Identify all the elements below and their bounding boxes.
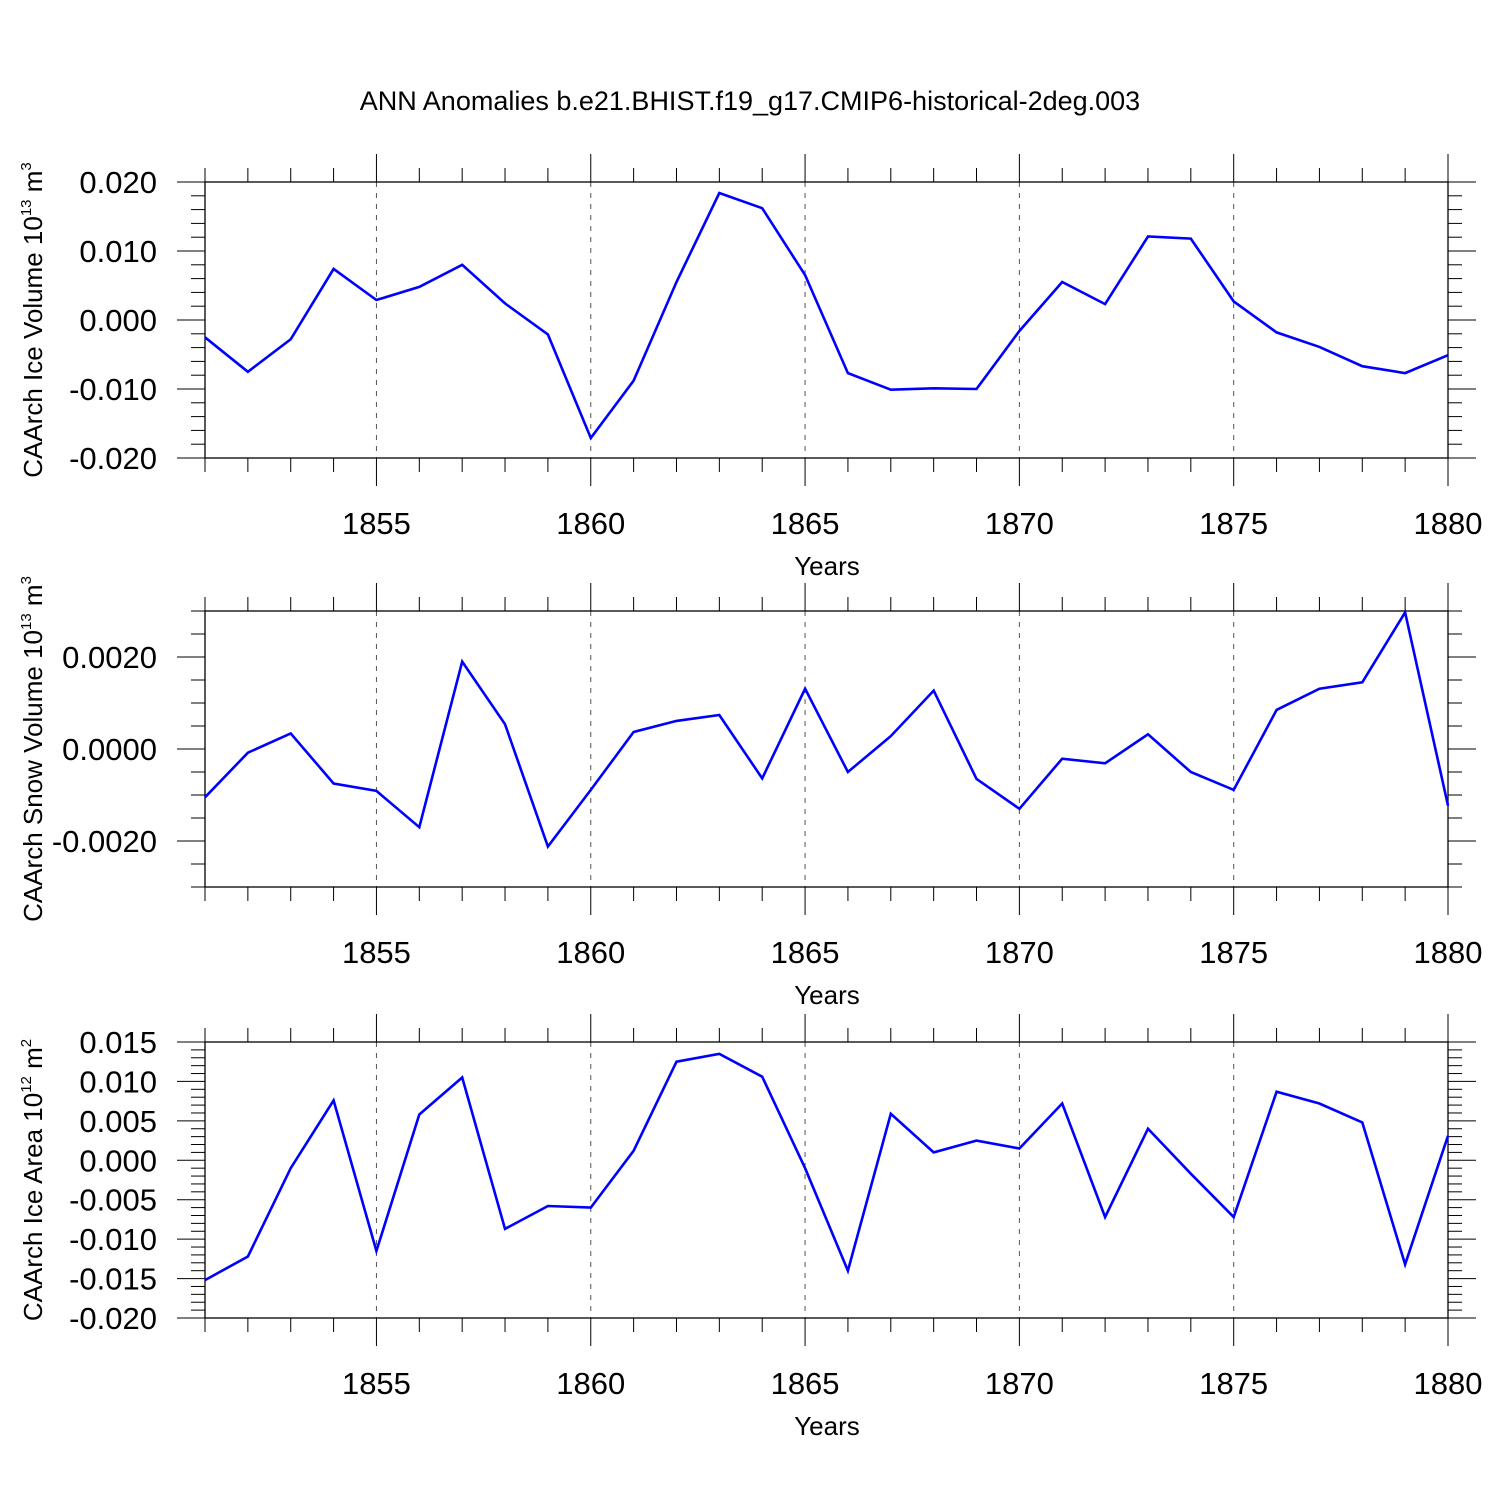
y-axis-label-superscript: 12 <box>18 1076 35 1093</box>
y-tick-label: 0.010 <box>79 234 157 269</box>
x-tick-label: 1875 <box>1199 1366 1268 1401</box>
y-axis-label-text: m <box>18 171 48 200</box>
y-axis-label: CAArch Snow Volume 1013 m3 <box>18 576 48 922</box>
panel-1: 1855 1860 1865 1870 1875 1880 0.020 0.010 0.000 -… <box>18 154 1482 581</box>
x-tick-label: 1870 <box>985 1366 1054 1401</box>
y-axis-label-text: CAArch Ice Area 10 <box>18 1093 48 1321</box>
y-tick-label: 0.005 <box>79 1104 157 1139</box>
plot-frame <box>204 1041 1449 1319</box>
x-tick-label: 1875 <box>1199 935 1268 970</box>
y-tick-label: -0.010 <box>69 1222 157 1257</box>
x-tick-label: 1875 <box>1199 506 1268 541</box>
x-axis-label: Years <box>794 1411 860 1441</box>
series-line-caarch-ice-area <box>204 1052 1450 1282</box>
y-tick-label: 0.010 <box>79 1064 157 1099</box>
x-tick-label: 1855 <box>342 1366 411 1401</box>
y-tick-label: -0.015 <box>69 1262 157 1297</box>
y-tick-label: -0.020 <box>69 1301 157 1336</box>
y-tick-label: 0.0000 <box>62 732 157 767</box>
x-tick-label: 1880 <box>1414 506 1483 541</box>
x-tick-label: 1860 <box>556 1366 625 1401</box>
x-tick-label: 1870 <box>985 506 1054 541</box>
y-axis-label-superscript: 13 <box>18 613 35 630</box>
y-axis-label-text: m <box>18 584 48 613</box>
y-axis-label-text: CAArch Ice Volume 10 <box>18 216 48 478</box>
x-tick-label: 1865 <box>771 506 840 541</box>
x-tick-label: 1880 <box>1414 935 1483 970</box>
panel-2: 1855 1860 1865 1870 1875 1880 0.0020 0.0000 -0.0… <box>18 576 1482 1010</box>
y-axis-label-text: CAArch Snow Volume 10 <box>18 630 48 922</box>
x-tick-label: 1860 <box>556 935 625 970</box>
x-axis-label: Years <box>794 980 860 1010</box>
x-tick-label: 1880 <box>1414 1366 1483 1401</box>
x-tick-label: 1870 <box>985 935 1054 970</box>
y-tick-label: 0.0020 <box>62 640 157 675</box>
series-line-caarch-snow-volume <box>204 608 1450 850</box>
y-tick-label: 0.020 <box>79 165 157 200</box>
figure-title: ANN Anomalies b.e21.BHIST.f19_g17.CMIP6-… <box>360 86 1140 116</box>
panels: 1855 1860 1865 1870 1875 1880 0.020 0.010 0.000 -… <box>18 154 1482 1441</box>
y-axis-label-text: m <box>18 1047 48 1076</box>
series-line-caarch-ice-volume <box>204 191 1449 441</box>
x-tick-label: 1855 <box>342 935 411 970</box>
y-tick-label: -0.010 <box>69 372 157 407</box>
y-axis-label: CAArch Ice Area 1012 m2 <box>18 1039 48 1321</box>
x-tick-label: 1855 <box>342 506 411 541</box>
panel-3: 1855 1860 1865 1870 1875 1880 0.015 0.010 0.005 0… <box>18 1014 1482 1441</box>
y-axis-label-superscript: 3 <box>18 162 35 170</box>
x-axis-label: Years <box>794 551 860 581</box>
y-tick-label: -0.0020 <box>52 824 157 859</box>
y-tick-label: -0.020 <box>69 441 157 476</box>
y-tick-label: 0.000 <box>79 1143 157 1178</box>
y-tick-label: 0.000 <box>79 303 157 338</box>
x-tick-label: 1865 <box>771 1366 840 1401</box>
y-axis-label-superscript: 13 <box>18 199 35 216</box>
y-tick-label: 0.015 <box>79 1025 157 1060</box>
y-axis-label: CAArch Ice Volume 1013 m3 <box>18 162 48 478</box>
y-axis-label-superscript: 2 <box>18 1039 35 1047</box>
x-tick-label: 1860 <box>556 506 625 541</box>
x-tick-label: 1865 <box>771 935 840 970</box>
y-tick-label: -0.005 <box>69 1183 157 1218</box>
y-axis-label-superscript: 3 <box>18 576 35 584</box>
